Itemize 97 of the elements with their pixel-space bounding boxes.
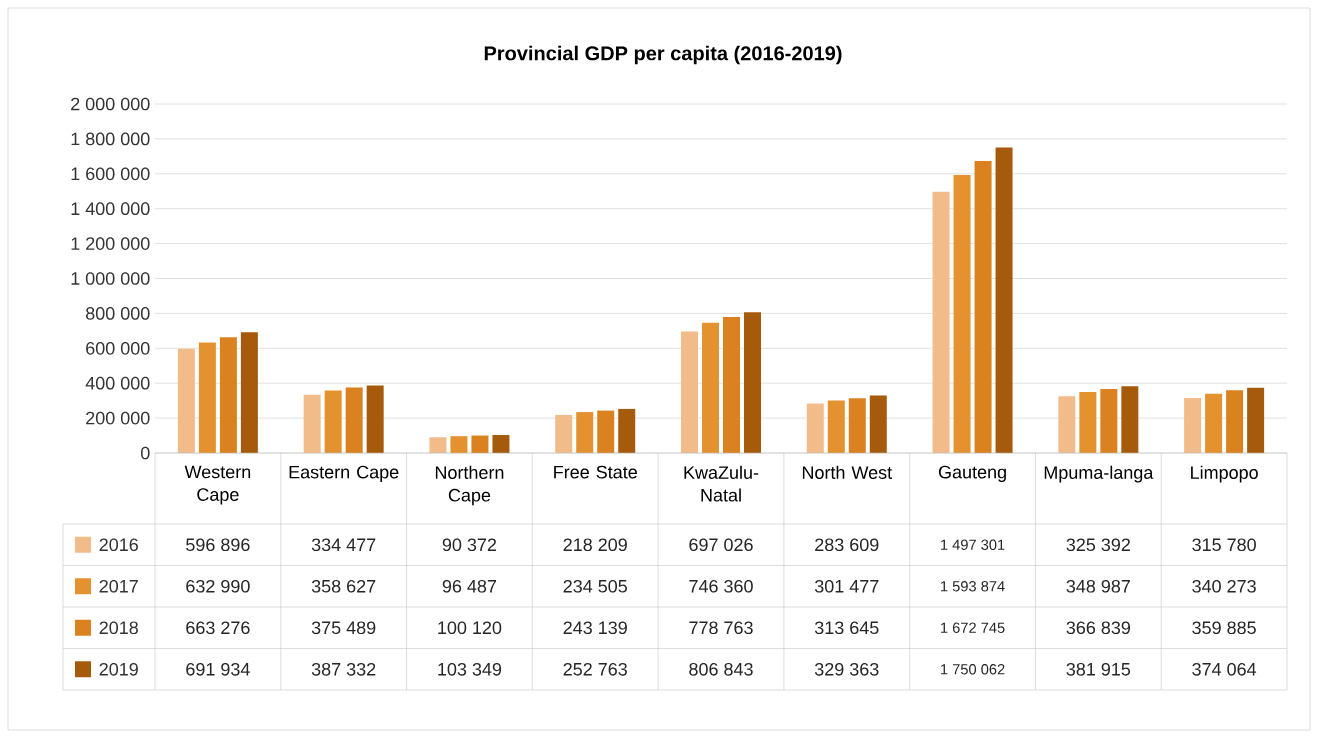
legend-label: 2016 bbox=[99, 538, 138, 552]
x-tick-label: Eastern Cape bbox=[289, 465, 399, 483]
data-label: 697 026 bbox=[689, 538, 753, 552]
data-label: 358 627 bbox=[311, 579, 376, 593]
chart-title: Provincial GDP per capita (2016-2019) bbox=[484, 45, 842, 65]
data-label: 243 139 bbox=[563, 621, 627, 635]
data-label: 334 477 bbox=[311, 538, 376, 552]
data-label: 348 987 bbox=[1066, 579, 1130, 593]
bar bbox=[1058, 396, 1076, 454]
bar bbox=[450, 436, 468, 454]
x-tick-label: Limpopo bbox=[1191, 465, 1258, 483]
legend-label: 2017 bbox=[99, 579, 138, 593]
bar bbox=[681, 331, 698, 454]
data-label: 1 672 745 bbox=[941, 622, 1005, 633]
bar bbox=[806, 403, 824, 454]
data-label: 778 763 bbox=[689, 621, 753, 635]
bar bbox=[932, 191, 950, 454]
data-label: 596 896 bbox=[186, 538, 250, 552]
data-label: 1 593 874 bbox=[941, 581, 1005, 592]
bar bbox=[1226, 390, 1244, 454]
bar bbox=[219, 337, 237, 454]
x-tick-label: Western Cape bbox=[184, 465, 251, 505]
data-label: 96 487 bbox=[442, 579, 497, 593]
data-label: 100 120 bbox=[438, 621, 502, 635]
legend-label: 2018 bbox=[99, 621, 138, 635]
bar bbox=[702, 322, 719, 454]
x-tick-label: Free State bbox=[554, 465, 637, 479]
bar bbox=[303, 394, 321, 454]
y-tick-label: 600 000 bbox=[86, 341, 150, 355]
bar bbox=[869, 395, 887, 454]
data-label: 375 489 bbox=[311, 621, 376, 635]
bar bbox=[995, 147, 1013, 454]
y-tick-label: 2 000 000 bbox=[71, 97, 150, 111]
bar bbox=[366, 385, 384, 454]
data-label: 359 885 bbox=[1192, 621, 1256, 635]
data-label: 374 064 bbox=[1192, 662, 1257, 676]
data-label: 387 332 bbox=[311, 662, 376, 676]
data-label: 366 839 bbox=[1066, 621, 1130, 635]
data-label: 313 645 bbox=[814, 621, 879, 635]
x-tick-label: Gauteng bbox=[938, 465, 1006, 483]
y-tick-label: 800 000 bbox=[86, 307, 150, 320]
data-label: 234 505 bbox=[563, 579, 627, 593]
x-tick-label: KwaZulu-Natal bbox=[684, 465, 759, 502]
bar bbox=[576, 412, 594, 454]
bar bbox=[471, 435, 489, 454]
data-label: 632 990 bbox=[186, 579, 250, 593]
x-tick-label: Northern Cape bbox=[435, 465, 504, 506]
bar bbox=[1079, 392, 1097, 454]
bar bbox=[953, 174, 971, 454]
x-tick-label: Mpuma-langa bbox=[1044, 465, 1154, 483]
bar bbox=[827, 400, 845, 454]
bar bbox=[974, 161, 992, 454]
bar bbox=[1247, 387, 1265, 454]
data-label: 691 934 bbox=[186, 662, 250, 676]
bar bbox=[198, 342, 216, 454]
bar bbox=[1121, 386, 1139, 454]
y-tick-label: 200 000 bbox=[86, 411, 150, 425]
legend-label: 2019 bbox=[99, 662, 138, 676]
bar bbox=[345, 387, 363, 454]
data-label: 325 392 bbox=[1066, 538, 1130, 552]
y-tick-label: 1 800 000 bbox=[71, 132, 150, 146]
bar bbox=[555, 414, 573, 454]
bar bbox=[744, 312, 761, 454]
data-label: 329 363 bbox=[814, 662, 879, 676]
bar bbox=[324, 390, 342, 454]
data-label: 283 609 bbox=[815, 538, 879, 552]
data-label: 1 750 062 bbox=[941, 664, 1005, 675]
data-label: 1 497 301 bbox=[941, 539, 1005, 550]
data-label: 90 372 bbox=[442, 538, 497, 552]
data-label: 340 273 bbox=[1192, 579, 1256, 593]
bar bbox=[1100, 388, 1118, 454]
bar bbox=[492, 434, 510, 454]
y-tick-label: 1 000 000 bbox=[71, 272, 150, 285]
data-label: 381 915 bbox=[1066, 662, 1131, 676]
data-label: 218 209 bbox=[563, 538, 627, 552]
data-label: 315 780 bbox=[1192, 538, 1256, 552]
bar bbox=[723, 317, 740, 454]
y-tick-label: 1 600 000 bbox=[71, 167, 150, 181]
y-tick-label: 1 400 000 bbox=[71, 202, 150, 216]
data-label: 103 349 bbox=[438, 662, 502, 676]
bar bbox=[618, 408, 636, 454]
y-tick-label: 0 bbox=[140, 446, 150, 460]
data-label: 663 276 bbox=[186, 621, 250, 635]
x-tick-label: North West bbox=[802, 465, 893, 479]
data-label: 301 477 bbox=[814, 579, 879, 593]
y-tick-label: 400 000 bbox=[85, 376, 150, 390]
data-label: 746 360 bbox=[689, 579, 753, 593]
y-tick-label: 1 200 000 bbox=[71, 237, 150, 250]
bar bbox=[848, 398, 866, 454]
data-label: 252 763 bbox=[563, 662, 627, 676]
bar bbox=[597, 410, 615, 454]
bar bbox=[1184, 397, 1202, 454]
bar bbox=[429, 437, 447, 454]
data-label: 806 843 bbox=[689, 662, 753, 676]
bar bbox=[1205, 393, 1223, 454]
bar bbox=[177, 348, 195, 454]
bar bbox=[240, 332, 258, 454]
